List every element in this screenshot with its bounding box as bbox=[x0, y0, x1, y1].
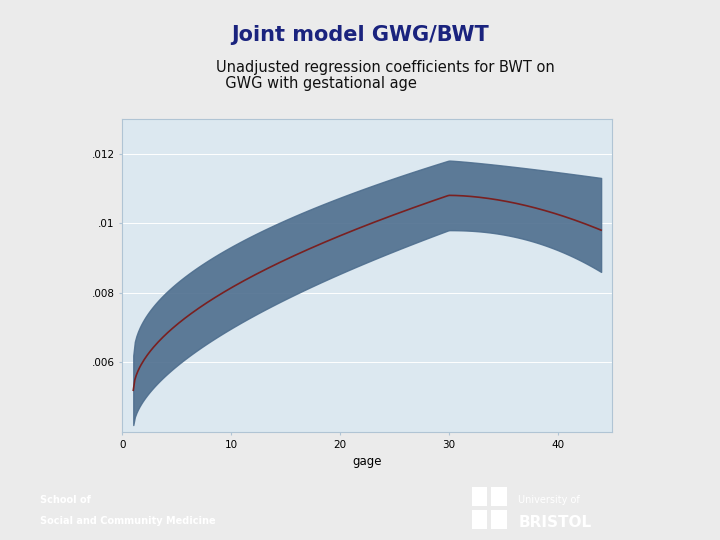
X-axis label: gage: gage bbox=[353, 455, 382, 468]
Text: BRISTOL: BRISTOL bbox=[518, 515, 592, 530]
Text: University of: University of bbox=[518, 495, 580, 505]
Text: Unadjusted regression coefficients for BWT on: Unadjusted regression coefficients for B… bbox=[216, 60, 554, 75]
FancyBboxPatch shape bbox=[491, 487, 507, 506]
Text: Joint model GWG/BWT: Joint model GWG/BWT bbox=[231, 25, 489, 45]
FancyBboxPatch shape bbox=[491, 510, 507, 529]
Text: Social and Community Medicine: Social and Community Medicine bbox=[40, 516, 215, 526]
FancyBboxPatch shape bbox=[472, 487, 487, 506]
FancyBboxPatch shape bbox=[472, 510, 487, 529]
Text: School of: School of bbox=[40, 495, 91, 505]
Text: GWG with gestational age: GWG with gestational age bbox=[216, 76, 417, 91]
